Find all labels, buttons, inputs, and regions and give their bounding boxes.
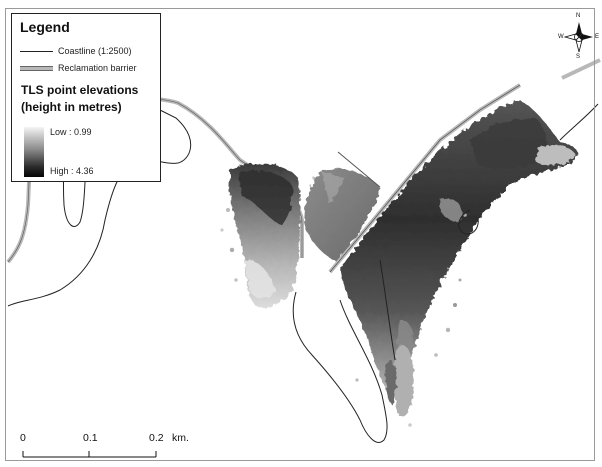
- barrier-east-edge: [329, 84, 521, 273]
- scale-tick-1: 0.1: [83, 432, 98, 444]
- legend-coastline-label: Coastline (1:2500): [58, 46, 132, 56]
- compass-rose-icon: [563, 22, 593, 53]
- elevation-speckle: [220, 208, 467, 427]
- north-label: N: [576, 13, 581, 19]
- coastline-spit: [292, 291, 388, 443]
- elevation-mid-block: [303, 168, 380, 262]
- scale-bar: 0 0.1 0.2 km.: [14, 432, 204, 462]
- coastline-east-bay: [458, 209, 479, 235]
- coastline-swatch: [20, 51, 53, 53]
- south-label: S: [576, 54, 581, 60]
- east-label: E: [595, 34, 600, 40]
- west-label: W: [558, 34, 564, 40]
- scale-unit: km.: [172, 432, 189, 444]
- legend-high-label: High : 4.36: [50, 166, 94, 176]
- elevation-west-lobe: [229, 163, 301, 308]
- legend-elevation-subheading: (height in metres): [21, 100, 122, 114]
- coastline-east-inner: [379, 259, 396, 361]
- elevation-color-ramp: [24, 127, 44, 177]
- legend-coastline-row: Coastline (1:2500): [20, 46, 132, 56]
- legend-elevation-heading: TLS point elevations: [21, 83, 139, 97]
- coastline-spur: [337, 151, 381, 188]
- map-frame: [5, 8, 595, 461]
- scale-bar-line: [22, 451, 157, 458]
- north-arrow: N S W E: [557, 12, 601, 62]
- elevation-east-spit: [340, 100, 578, 400]
- legend-low-label: Low : 0.99: [50, 127, 92, 137]
- barrier-swatch: [20, 66, 53, 72]
- barrier-northeast-stub: [561, 58, 601, 80]
- legend-title: Legend: [20, 19, 70, 35]
- elevation-east-tail: [385, 344, 415, 417]
- scale-tick-2: 0.2: [149, 432, 164, 444]
- scale-tick-0: 0: [20, 432, 26, 444]
- legend-barrier-label: Reclamation barrier: [58, 63, 137, 73]
- legend-barrier-row: Reclamation barrier: [20, 63, 137, 73]
- legend-box: Legend Coastline (1:2500) Reclamation ba…: [11, 13, 161, 182]
